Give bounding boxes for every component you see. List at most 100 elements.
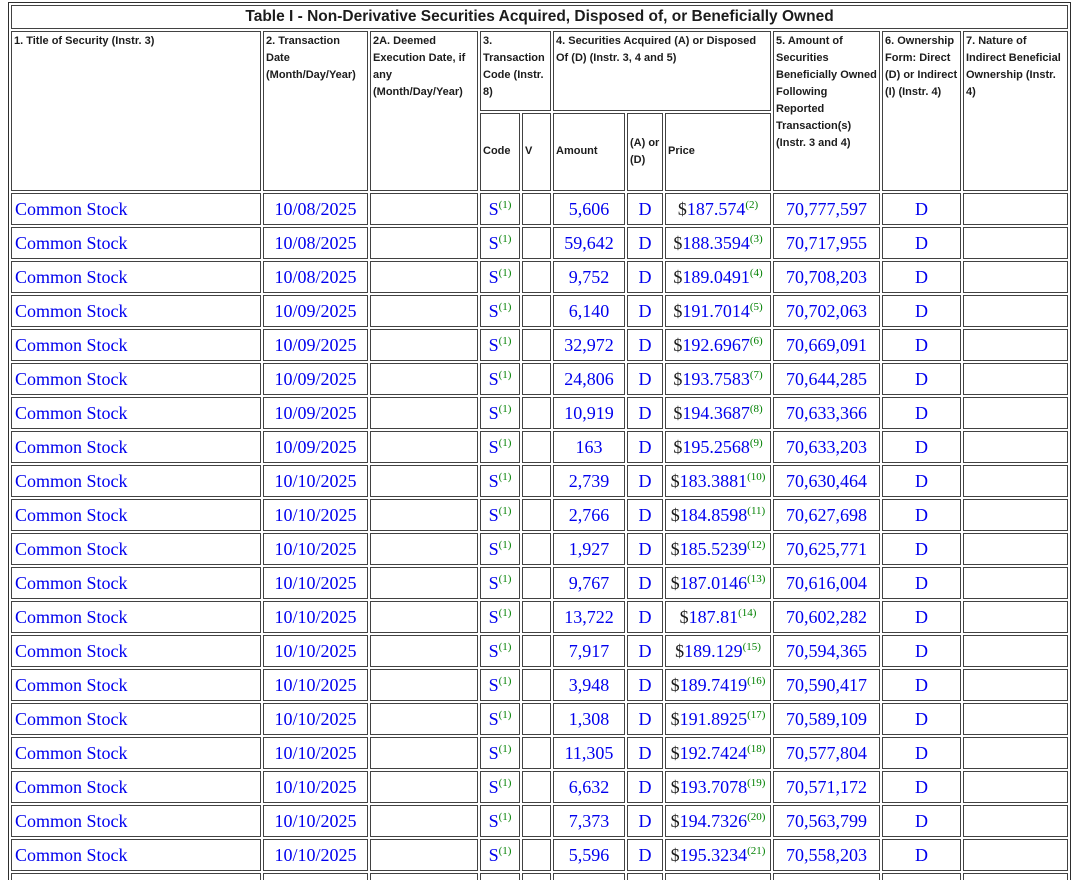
v-cell [522,567,551,599]
amount-cell: 1,308 [553,703,625,735]
header-securities-acquired-disposed: 4. Securities Acquired (A) or Disposed O… [553,31,771,111]
price-cell: $184.8598(11) [665,499,771,531]
table-row: Common Stock 10/08/2025 S(1) 59,642 D $1… [11,227,1069,259]
security-title-cell: Common Stock [11,601,261,633]
transaction-code-value: S [488,776,499,797]
deemed-execution-date-cell [370,737,478,769]
deemed-execution-date-cell [370,669,478,701]
deemed-execution-date-cell [370,635,478,667]
price-cell: $187.0146(13) [665,567,771,599]
shares-owned-cell: 70,616,004 [773,567,880,599]
footnote-ref: (2) [745,198,759,211]
footnote-ref: (5) [749,300,763,313]
price-value: 194.3687 [682,402,750,423]
deemed-execution-date-cell [370,193,478,225]
transaction-date-cell: 10/09/2025 [263,295,368,327]
security-title-cell: Common Stock [11,635,261,667]
currency-symbol: $ [675,640,685,661]
transaction-code-cell: S(1) [480,839,520,871]
shares-owned-cell: 70,777,597 [773,193,880,225]
partial-cell [882,873,961,880]
shares-owned-cell: 70,669,091 [773,329,880,361]
price-value: 184.8598 [679,504,748,525]
price-cell: $193.7078(19) [665,771,771,803]
price-cell: $192.7424(18) [665,737,771,769]
amount-cell: 7,917 [553,635,625,667]
table-row-partial [11,873,1069,880]
currency-symbol: $ [670,810,680,831]
acquired-disposed-cell: D [627,703,663,735]
price-value: 188.3594 [682,232,750,253]
v-cell [522,193,551,225]
transaction-date-cell: 10/10/2025 [263,771,368,803]
transaction-date-cell: 10/08/2025 [263,227,368,259]
price-value: 185.5239 [679,538,748,559]
amount-cell: 9,752 [553,261,625,293]
table-row: Common Stock 10/10/2025 S(1) 7,917 D $18… [11,635,1069,667]
transaction-code-value: S [488,368,499,389]
currency-symbol: $ [670,674,680,695]
price-cell: $185.5239(12) [665,533,771,565]
nature-of-ownership-cell [963,465,1069,497]
shares-owned-cell: 70,558,203 [773,839,880,871]
nature-of-ownership-cell [963,295,1069,327]
footnote-ref: (17) [747,708,766,721]
transaction-code-value: S [488,266,499,287]
footnote-ref: (1) [498,368,512,381]
partial-cell [665,873,771,880]
footnote-ref: (1) [498,504,512,517]
transaction-date-cell: 10/09/2025 [263,329,368,361]
v-cell [522,669,551,701]
footnote-ref: (1) [498,708,512,721]
acquired-disposed-cell: D [627,397,663,429]
transaction-date-cell: 10/09/2025 [263,397,368,429]
amount-cell: 10,919 [553,397,625,429]
currency-symbol: $ [673,368,683,389]
header-group-row: 1. Title of Security (Instr. 3) 2. Trans… [11,31,1069,191]
v-cell [522,431,551,463]
price-cell: $194.3687(8) [665,397,771,429]
table1-non-derivative-securities: Table I - Non-Derivative Securities Acqu… [8,2,1072,880]
security-title-cell: Common Stock [11,567,261,599]
security-title-cell: Common Stock [11,703,261,735]
ownership-form-cell: D [882,465,961,497]
price-value: 189.7419 [679,674,748,695]
ownership-form-cell: D [882,635,961,667]
footnote-ref: (1) [498,810,512,823]
transaction-date-cell: 10/09/2025 [263,363,368,395]
currency-symbol: $ [673,300,683,321]
transaction-code-cell: S(1) [480,261,520,293]
subheader-v: V [522,113,551,191]
transaction-code-cell: S(1) [480,329,520,361]
v-cell [522,363,551,395]
ownership-form-cell: D [882,771,961,803]
currency-symbol: $ [673,436,683,457]
security-title-cell: Common Stock [11,499,261,531]
v-cell [522,601,551,633]
transaction-code-cell: S(1) [480,363,520,395]
amount-cell: 163 [553,431,625,463]
price-value: 187.574 [686,198,746,219]
footnote-ref: (8) [749,402,763,415]
transaction-code-value: S [488,844,499,865]
table-row: Common Stock 10/09/2025 S(1) 10,919 D $1… [11,397,1069,429]
footnote-ref: (1) [498,606,512,619]
v-cell [522,805,551,837]
price-cell: $194.7326(20) [665,805,771,837]
acquired-disposed-cell: D [627,567,663,599]
footnote-ref: (19) [747,776,766,789]
acquired-disposed-cell: D [627,261,663,293]
shares-owned-cell: 70,633,203 [773,431,880,463]
nature-of-ownership-cell [963,703,1069,735]
deemed-execution-date-cell [370,227,478,259]
price-value: 183.3881 [679,470,748,491]
ownership-form-cell: D [882,261,961,293]
table-row: Common Stock 10/09/2025 S(1) 6,140 D $19… [11,295,1069,327]
shares-owned-cell: 70,590,417 [773,669,880,701]
v-cell [522,839,551,871]
security-title-cell: Common Stock [11,227,261,259]
price-cell: $193.7583(7) [665,363,771,395]
header-title-of-security: 1. Title of Security (Instr. 3) [11,31,261,191]
transaction-code-value: S [488,198,499,219]
